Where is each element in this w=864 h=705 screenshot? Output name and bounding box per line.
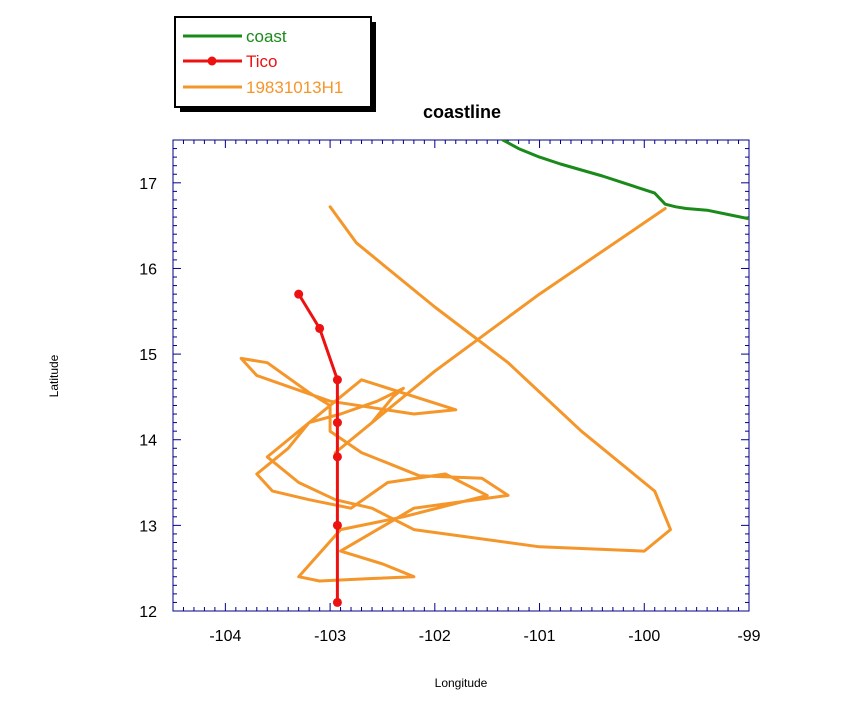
x-tick-label: -99 xyxy=(737,628,760,645)
x-axis-title: Longitude xyxy=(435,676,488,690)
x-tick-label: -100 xyxy=(628,628,660,645)
legend-label-track: 19831013H1 xyxy=(246,78,343,97)
y-tick-label: 14 xyxy=(139,433,157,450)
legend: coast Tico 19831013H1 xyxy=(174,16,376,112)
data-point-tico xyxy=(332,452,342,462)
data-point-tico xyxy=(332,597,342,607)
data-point-tico xyxy=(332,418,342,428)
axis-tick-labels: -104 -103 -102 -101 -100 -99 12 13 14 15 16 17 xyxy=(139,176,760,645)
y-tick-label: 17 xyxy=(139,176,157,193)
y-tick-label: 12 xyxy=(139,604,157,621)
plot-frame xyxy=(172,139,750,612)
legend-marker-tico xyxy=(207,56,217,66)
x-tick-label: -101 xyxy=(524,628,556,645)
y-tick-label: 16 xyxy=(139,261,157,278)
series-line-19831013h1 xyxy=(239,205,672,583)
data-point-tico xyxy=(332,520,342,530)
data-point-tico xyxy=(294,289,304,299)
series-line-coast xyxy=(501,140,749,221)
series-layer xyxy=(239,140,749,607)
x-tick-label: -102 xyxy=(419,628,451,645)
data-point-tico xyxy=(332,375,342,385)
x-tick-label: -104 xyxy=(209,628,241,645)
data-point-tico xyxy=(315,323,325,333)
y-tick-label: 15 xyxy=(139,347,157,364)
x-tick-label: -103 xyxy=(314,628,346,645)
y-tick-label: 13 xyxy=(139,518,157,535)
axis-ticks xyxy=(172,139,750,612)
y-axis-title: Latitude xyxy=(47,354,61,397)
legend-label-coast: coast xyxy=(246,27,287,46)
legend-label-tico: Tico xyxy=(246,52,278,71)
chart-title: coastline xyxy=(423,102,501,122)
